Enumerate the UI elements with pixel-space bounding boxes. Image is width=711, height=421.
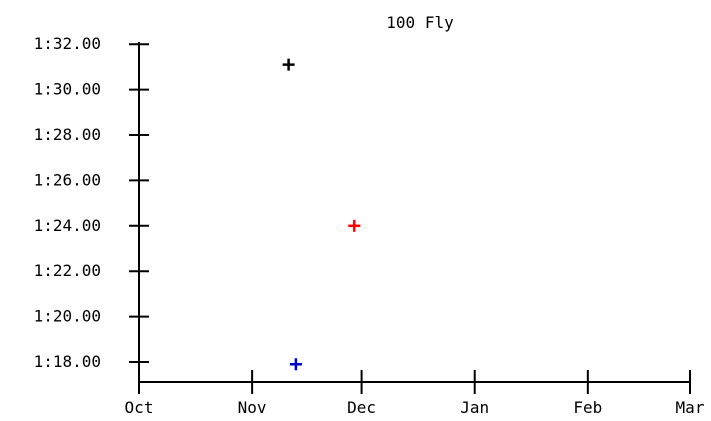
x-tick-label: Jan	[460, 398, 489, 417]
x-tick-label: Mar	[676, 398, 705, 417]
x-tick-label: Dec	[347, 398, 376, 417]
y-tick-label: 1:32.00	[34, 34, 101, 53]
x-tick-label: Nov	[238, 398, 267, 417]
x-tick-label: Feb	[573, 398, 602, 417]
data-point	[348, 219, 361, 232]
y-tick-label: 1:22.00	[34, 261, 101, 280]
x-axis-ticks: Oct Nov Dec Jan Feb Mar	[125, 370, 705, 417]
x-tick-label: Oct	[125, 398, 154, 417]
data-points	[282, 58, 361, 371]
y-tick-label: 1:26.00	[34, 170, 101, 189]
y-tick-label: 1:28.00	[34, 125, 101, 144]
axes	[138, 42, 690, 384]
y-tick-label: 1:18.00	[34, 352, 101, 371]
y-tick-label: 1:30.00	[34, 80, 101, 99]
chart-title: 100 Fly	[386, 13, 454, 32]
data-point	[289, 358, 302, 371]
y-tick-label: 1:24.00	[34, 216, 101, 235]
data-point	[282, 58, 295, 71]
y-axis-ticks: 1:18.00 1:20.00 1:22.00 1:24.00 1:26.00 1:28.…	[34, 34, 149, 371]
y-tick-label: 1:20.00	[34, 307, 101, 326]
